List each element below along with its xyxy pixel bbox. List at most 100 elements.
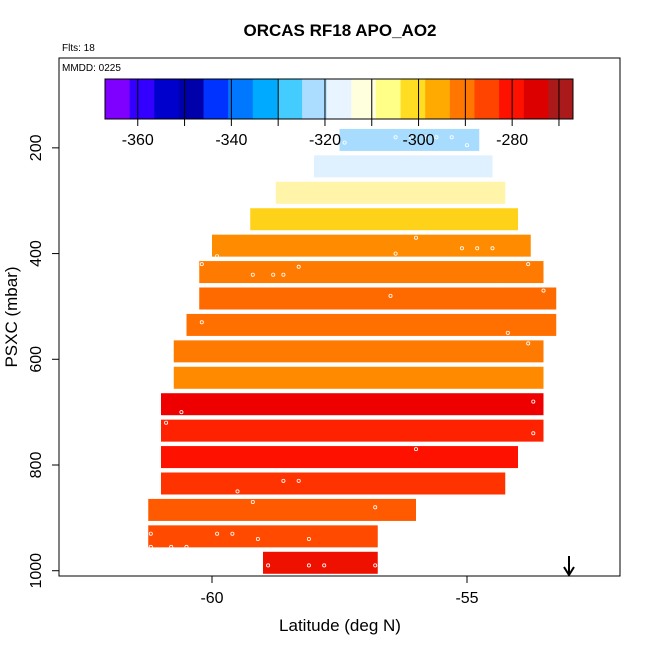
colorbar-swatch xyxy=(474,79,500,119)
sample-point xyxy=(250,272,255,277)
colorbar-swatch xyxy=(302,79,328,119)
heatmap-row xyxy=(173,340,544,363)
sample-point xyxy=(388,293,393,298)
colorbar-swatch xyxy=(252,79,278,119)
sample-point xyxy=(342,140,347,145)
y-tick-label: 1000 xyxy=(28,553,45,589)
heatmap-row xyxy=(199,287,557,310)
colorbar-swatch xyxy=(228,79,254,119)
sample-point xyxy=(128,521,133,526)
colorbar-swatch xyxy=(326,79,352,119)
y-axis-label: PSXC (mbar) xyxy=(2,266,21,367)
sample-point xyxy=(357,547,362,552)
sample-point xyxy=(347,494,352,499)
sample-point xyxy=(184,544,189,549)
sample-point xyxy=(184,494,189,499)
sample-point xyxy=(393,251,398,256)
heatmap-row xyxy=(212,234,531,257)
colorbar-swatch xyxy=(277,79,303,119)
sample-point xyxy=(215,531,220,536)
sample-point xyxy=(526,341,531,346)
sample-point xyxy=(235,489,240,494)
colorbar-swatch xyxy=(178,79,205,119)
sample-point xyxy=(230,531,235,536)
sample-point xyxy=(388,563,393,568)
heatmap-row xyxy=(161,446,518,469)
sample-point xyxy=(179,410,184,415)
colorbar-swatch xyxy=(523,79,549,119)
date-label: MMDD: 0225 xyxy=(62,63,121,74)
colorbar-swatch xyxy=(548,79,574,119)
sample-point xyxy=(505,330,510,335)
sample-point xyxy=(459,246,464,251)
heatmap-row xyxy=(161,393,544,416)
sample-point xyxy=(148,544,153,549)
colorbar-tick-label: -360 xyxy=(122,132,154,149)
sample-point xyxy=(541,288,546,293)
y-tick-label: 800 xyxy=(28,452,45,479)
y-tick-label: 400 xyxy=(28,240,45,267)
sample-point xyxy=(531,399,536,404)
heatmap-row xyxy=(148,525,378,548)
heatmap-row xyxy=(250,208,518,231)
heatmap-row xyxy=(339,128,480,151)
flights-label: Flts: 18 xyxy=(62,43,95,54)
sample-point xyxy=(306,537,311,542)
x-tick-label: -55 xyxy=(455,590,478,607)
heatmap-row xyxy=(161,419,544,442)
sample-point xyxy=(373,563,378,568)
sample-point xyxy=(490,246,495,251)
sample-point xyxy=(255,537,260,542)
colorbar: -360 -340 -320 -300 -280 xyxy=(104,78,574,149)
colorbar-frame xyxy=(104,78,574,120)
y-tick-label: 600 xyxy=(28,346,45,373)
colorbar-tick-label: -280 xyxy=(496,132,528,149)
sample-point xyxy=(449,135,454,140)
heatmap-row xyxy=(314,155,493,178)
arrow-head xyxy=(563,566,575,577)
sample-point xyxy=(393,135,398,140)
sample-point xyxy=(362,494,367,499)
sample-point xyxy=(373,505,378,510)
colorbar-tick-label: -340 xyxy=(215,132,247,149)
sample-point xyxy=(413,447,418,452)
colorbar-tick-label: -300 xyxy=(403,132,435,149)
heatmap-row xyxy=(173,366,544,389)
heatmap-row xyxy=(161,472,506,495)
colorbar-swatch xyxy=(449,79,475,119)
sample-point xyxy=(332,494,337,499)
sample-point xyxy=(148,531,153,536)
sample-point xyxy=(164,420,169,425)
heatmap-row xyxy=(148,498,416,521)
plot-frame xyxy=(58,57,621,577)
sample-point xyxy=(250,499,255,504)
colorbar-swatch xyxy=(400,79,426,119)
heatmap-row xyxy=(199,261,544,284)
colorbar-swatch xyxy=(425,79,451,119)
sample-point xyxy=(413,235,418,240)
sample-point xyxy=(281,478,286,483)
sample-point xyxy=(215,254,220,259)
sample-point xyxy=(306,563,311,568)
heatmap-row xyxy=(186,313,557,336)
sample-point xyxy=(322,563,327,568)
sample-point xyxy=(500,283,505,288)
sample-point xyxy=(158,494,163,499)
sample-point xyxy=(133,544,138,549)
sample-point xyxy=(531,431,536,436)
sample-point xyxy=(266,563,271,568)
x-tick-label: -60 xyxy=(200,590,223,607)
y-tick-label: 200 xyxy=(28,134,45,161)
sample-point xyxy=(521,362,526,367)
sample-point xyxy=(526,262,531,267)
sample-point xyxy=(464,143,469,148)
colorbar-swatch xyxy=(154,79,180,119)
sample-points xyxy=(128,135,561,568)
colorbar-swatch xyxy=(375,79,402,119)
colorbar-tick-label: -320 xyxy=(309,132,341,149)
sample-point xyxy=(199,262,204,267)
down-arrow-icon xyxy=(563,556,575,577)
sample-point xyxy=(281,272,286,277)
x-axis-label: Latitude (deg N) xyxy=(279,616,401,635)
